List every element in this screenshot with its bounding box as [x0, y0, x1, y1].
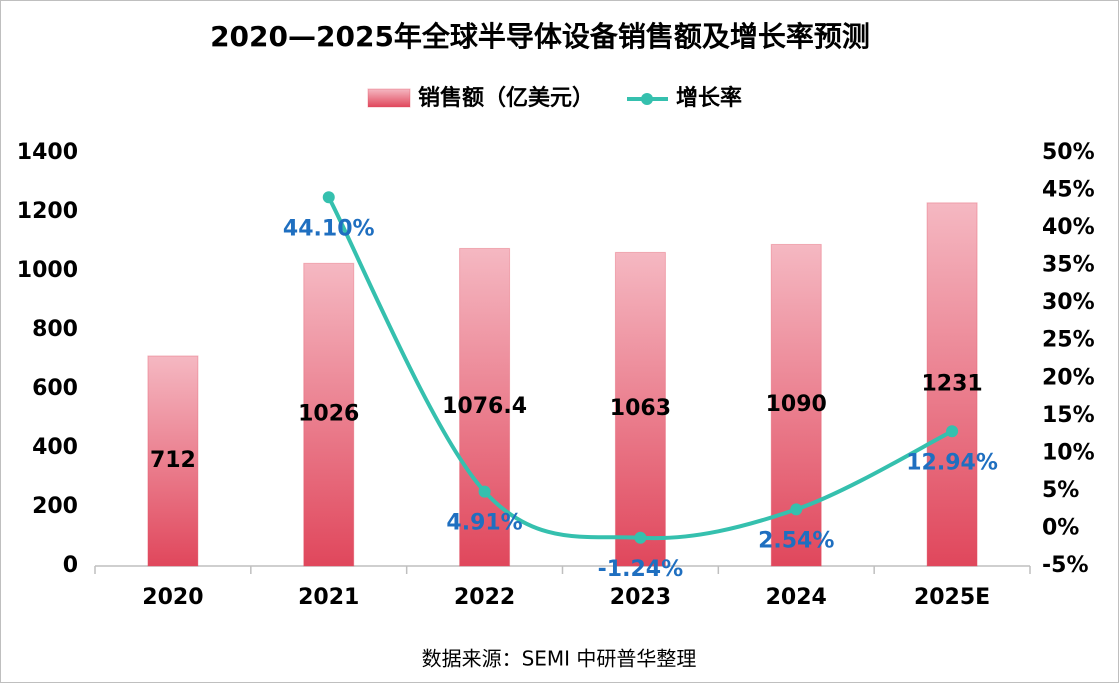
y-tick-label: 1000	[17, 258, 78, 283]
y2-tick-label: 50%	[1042, 140, 1095, 165]
growth-value-label: -1.24%	[598, 557, 683, 582]
bar-value-label: 1090	[766, 392, 827, 417]
growth-point	[634, 531, 647, 544]
y2-tick-label: 0%	[1042, 515, 1079, 540]
x-tick-label: 2020	[142, 585, 203, 610]
y2-tick-label: 5%	[1042, 478, 1079, 503]
growth-point	[322, 191, 335, 204]
x-tick-label: 2024	[766, 585, 827, 610]
source: 数据来源：SEMI 中研普华整理	[422, 647, 697, 671]
y-tick-label: 200	[32, 494, 78, 519]
y2-tick-label: 35%	[1042, 253, 1095, 278]
legend-swatch	[367, 88, 411, 108]
growth-point	[478, 485, 491, 498]
y2-tick-label: 45%	[1042, 178, 1095, 203]
x-tick-label: 2023	[610, 585, 671, 610]
y-tick-label: 1400	[17, 140, 78, 165]
x-tick-label: 2021	[298, 585, 359, 610]
bar-value-label: 1231	[921, 371, 982, 396]
y2-tick-label: 20%	[1042, 365, 1095, 390]
bar	[459, 247, 511, 567]
growth-point	[790, 503, 803, 516]
y2-tick-label: 40%	[1042, 215, 1095, 240]
bar	[926, 202, 978, 567]
legend-label: 销售额（亿美元）	[418, 85, 594, 111]
y-tick-label: 600	[32, 376, 78, 401]
growth-point	[946, 425, 959, 438]
y-tick-label: 0	[63, 553, 78, 578]
x-tick-label: 2025E	[914, 585, 990, 610]
y2-tick-label: 30%	[1042, 290, 1095, 315]
bar	[147, 355, 199, 567]
y2-tick-label: 15%	[1042, 403, 1095, 428]
growth-value-label: 2.54%	[758, 528, 834, 553]
y-tick-label: 400	[32, 435, 78, 460]
growth-line	[326, 196, 953, 541]
chart-title: 2020—2025年全球半导体设备销售额及增长率预测	[210, 20, 870, 53]
bar-value-label: 1063	[610, 396, 671, 421]
legend-label: 增长率	[676, 85, 742, 111]
bar-value-label: 1026	[298, 402, 359, 427]
bar-value-label: 712	[150, 448, 196, 473]
x-tick-label: 2022	[454, 585, 515, 610]
growth-value-label: 44.10%	[283, 216, 375, 241]
bar-value-label: 1076.4	[442, 394, 527, 419]
y2-tick-label: -5%	[1042, 553, 1088, 578]
growth-value-label: 4.91%	[446, 511, 522, 536]
y-tick-label: 800	[32, 317, 78, 342]
bar	[614, 251, 666, 567]
y2-tick-label: 10%	[1042, 440, 1095, 465]
bar	[303, 262, 355, 567]
y2-tick-label: 25%	[1042, 328, 1095, 353]
growth-value-label: 12.94%	[906, 450, 998, 475]
y-tick-label: 1200	[17, 199, 78, 224]
legend-dot	[641, 93, 653, 105]
